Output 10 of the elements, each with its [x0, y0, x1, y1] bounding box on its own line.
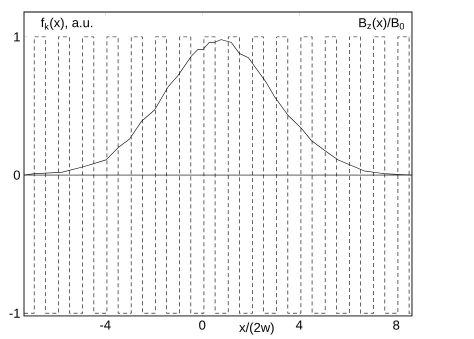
x-tick-label: 0: [199, 320, 206, 330]
x-tick-label: 4: [296, 320, 302, 330]
x-axis-title: x/(2w): [239, 322, 274, 335]
annotation: B$_{z}$(x)/B$_{0}$: [359, 18, 404, 30]
y-tick-label: 1: [14, 32, 20, 42]
x-tick-label: -4: [100, 320, 111, 330]
x-tick-label: 8: [393, 320, 400, 330]
annotation: f$_{k}$(x), a.u.: [40, 18, 92, 30]
y-tick-label: 0: [14, 170, 20, 180]
y-tick-label: -1: [9, 308, 20, 318]
